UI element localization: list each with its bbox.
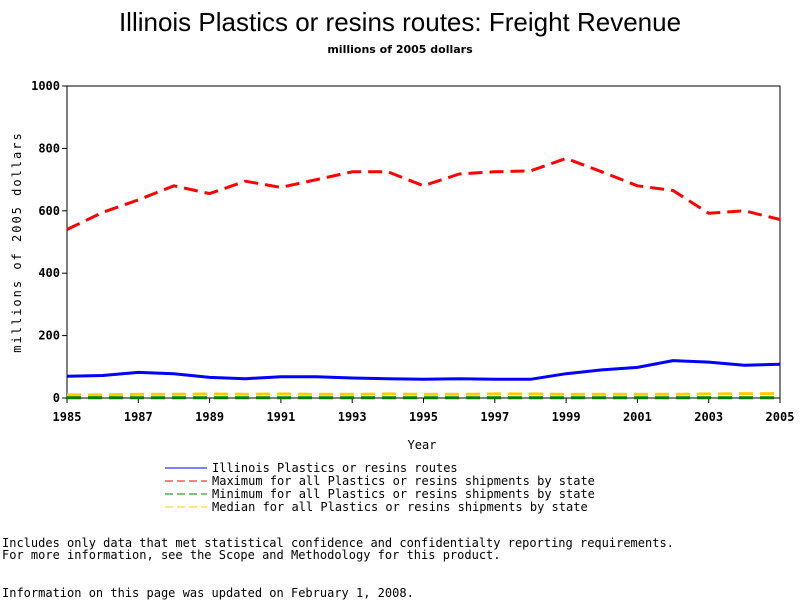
- x-tick-label: 2001: [623, 410, 652, 424]
- chart-subtitle: millions of 2005 dollars: [327, 43, 473, 56]
- series-line-1: [66, 156, 781, 231]
- y-tick-label: 0: [53, 391, 60, 405]
- note-updated: Information on this page was updated on …: [2, 586, 414, 600]
- series-line-3: [67, 392, 780, 397]
- y-axis-label: millions of 2005 dollars: [10, 131, 24, 352]
- series-line-0: [66, 359, 781, 381]
- x-axis-label: Year: [408, 438, 437, 452]
- x-tick-label: 1985: [53, 410, 82, 424]
- legend-label: Illinois Plastics or resins routes: [212, 461, 458, 475]
- y-tick-label: 1000: [31, 79, 60, 93]
- y-tick-label: 400: [38, 266, 60, 280]
- series-group: [66, 156, 781, 400]
- x-tick-label: 1987: [124, 410, 153, 424]
- x-tick-label: 2005: [766, 410, 795, 424]
- y-tick-label: 600: [38, 204, 60, 218]
- legend-label: Minimum for all Plastics or resins shipm…: [212, 487, 595, 501]
- x-tick-label: 1991: [266, 410, 295, 424]
- x-tick-label: 1989: [195, 410, 224, 424]
- y-axis: 0 200 400 600 800 1000: [31, 79, 67, 405]
- x-tick-label: 1993: [338, 410, 367, 424]
- y-tick-label: 800: [38, 141, 60, 155]
- y-tick-label: 200: [38, 329, 60, 343]
- x-axis: 1985 1987 1989 1991 1993 1995 1997 1999 2001 2003…: [53, 398, 795, 424]
- chart: Illinois Plastics or resins routes: Frei…: [10, 7, 795, 514]
- plot-frame: [66, 85, 781, 399]
- legend-label: Median for all Plastics or resins shipme…: [212, 500, 588, 514]
- legend-label: Maximum for all Plastics or resins shipm…: [212, 474, 595, 488]
- x-tick-label: 2003: [694, 410, 723, 424]
- legend: Illinois Plastics or resins routesMaximu…: [165, 461, 595, 514]
- note-confidence: Includes only data that met statistical …: [2, 536, 674, 550]
- x-tick-label: 1997: [480, 410, 509, 424]
- chart-title: Illinois Plastics or resins routes: Frei…: [119, 7, 681, 37]
- x-tick-label: 1995: [409, 410, 438, 424]
- note-methodology: For more information, see the Scope and …: [2, 548, 501, 562]
- x-tick-label: 1999: [552, 410, 581, 424]
